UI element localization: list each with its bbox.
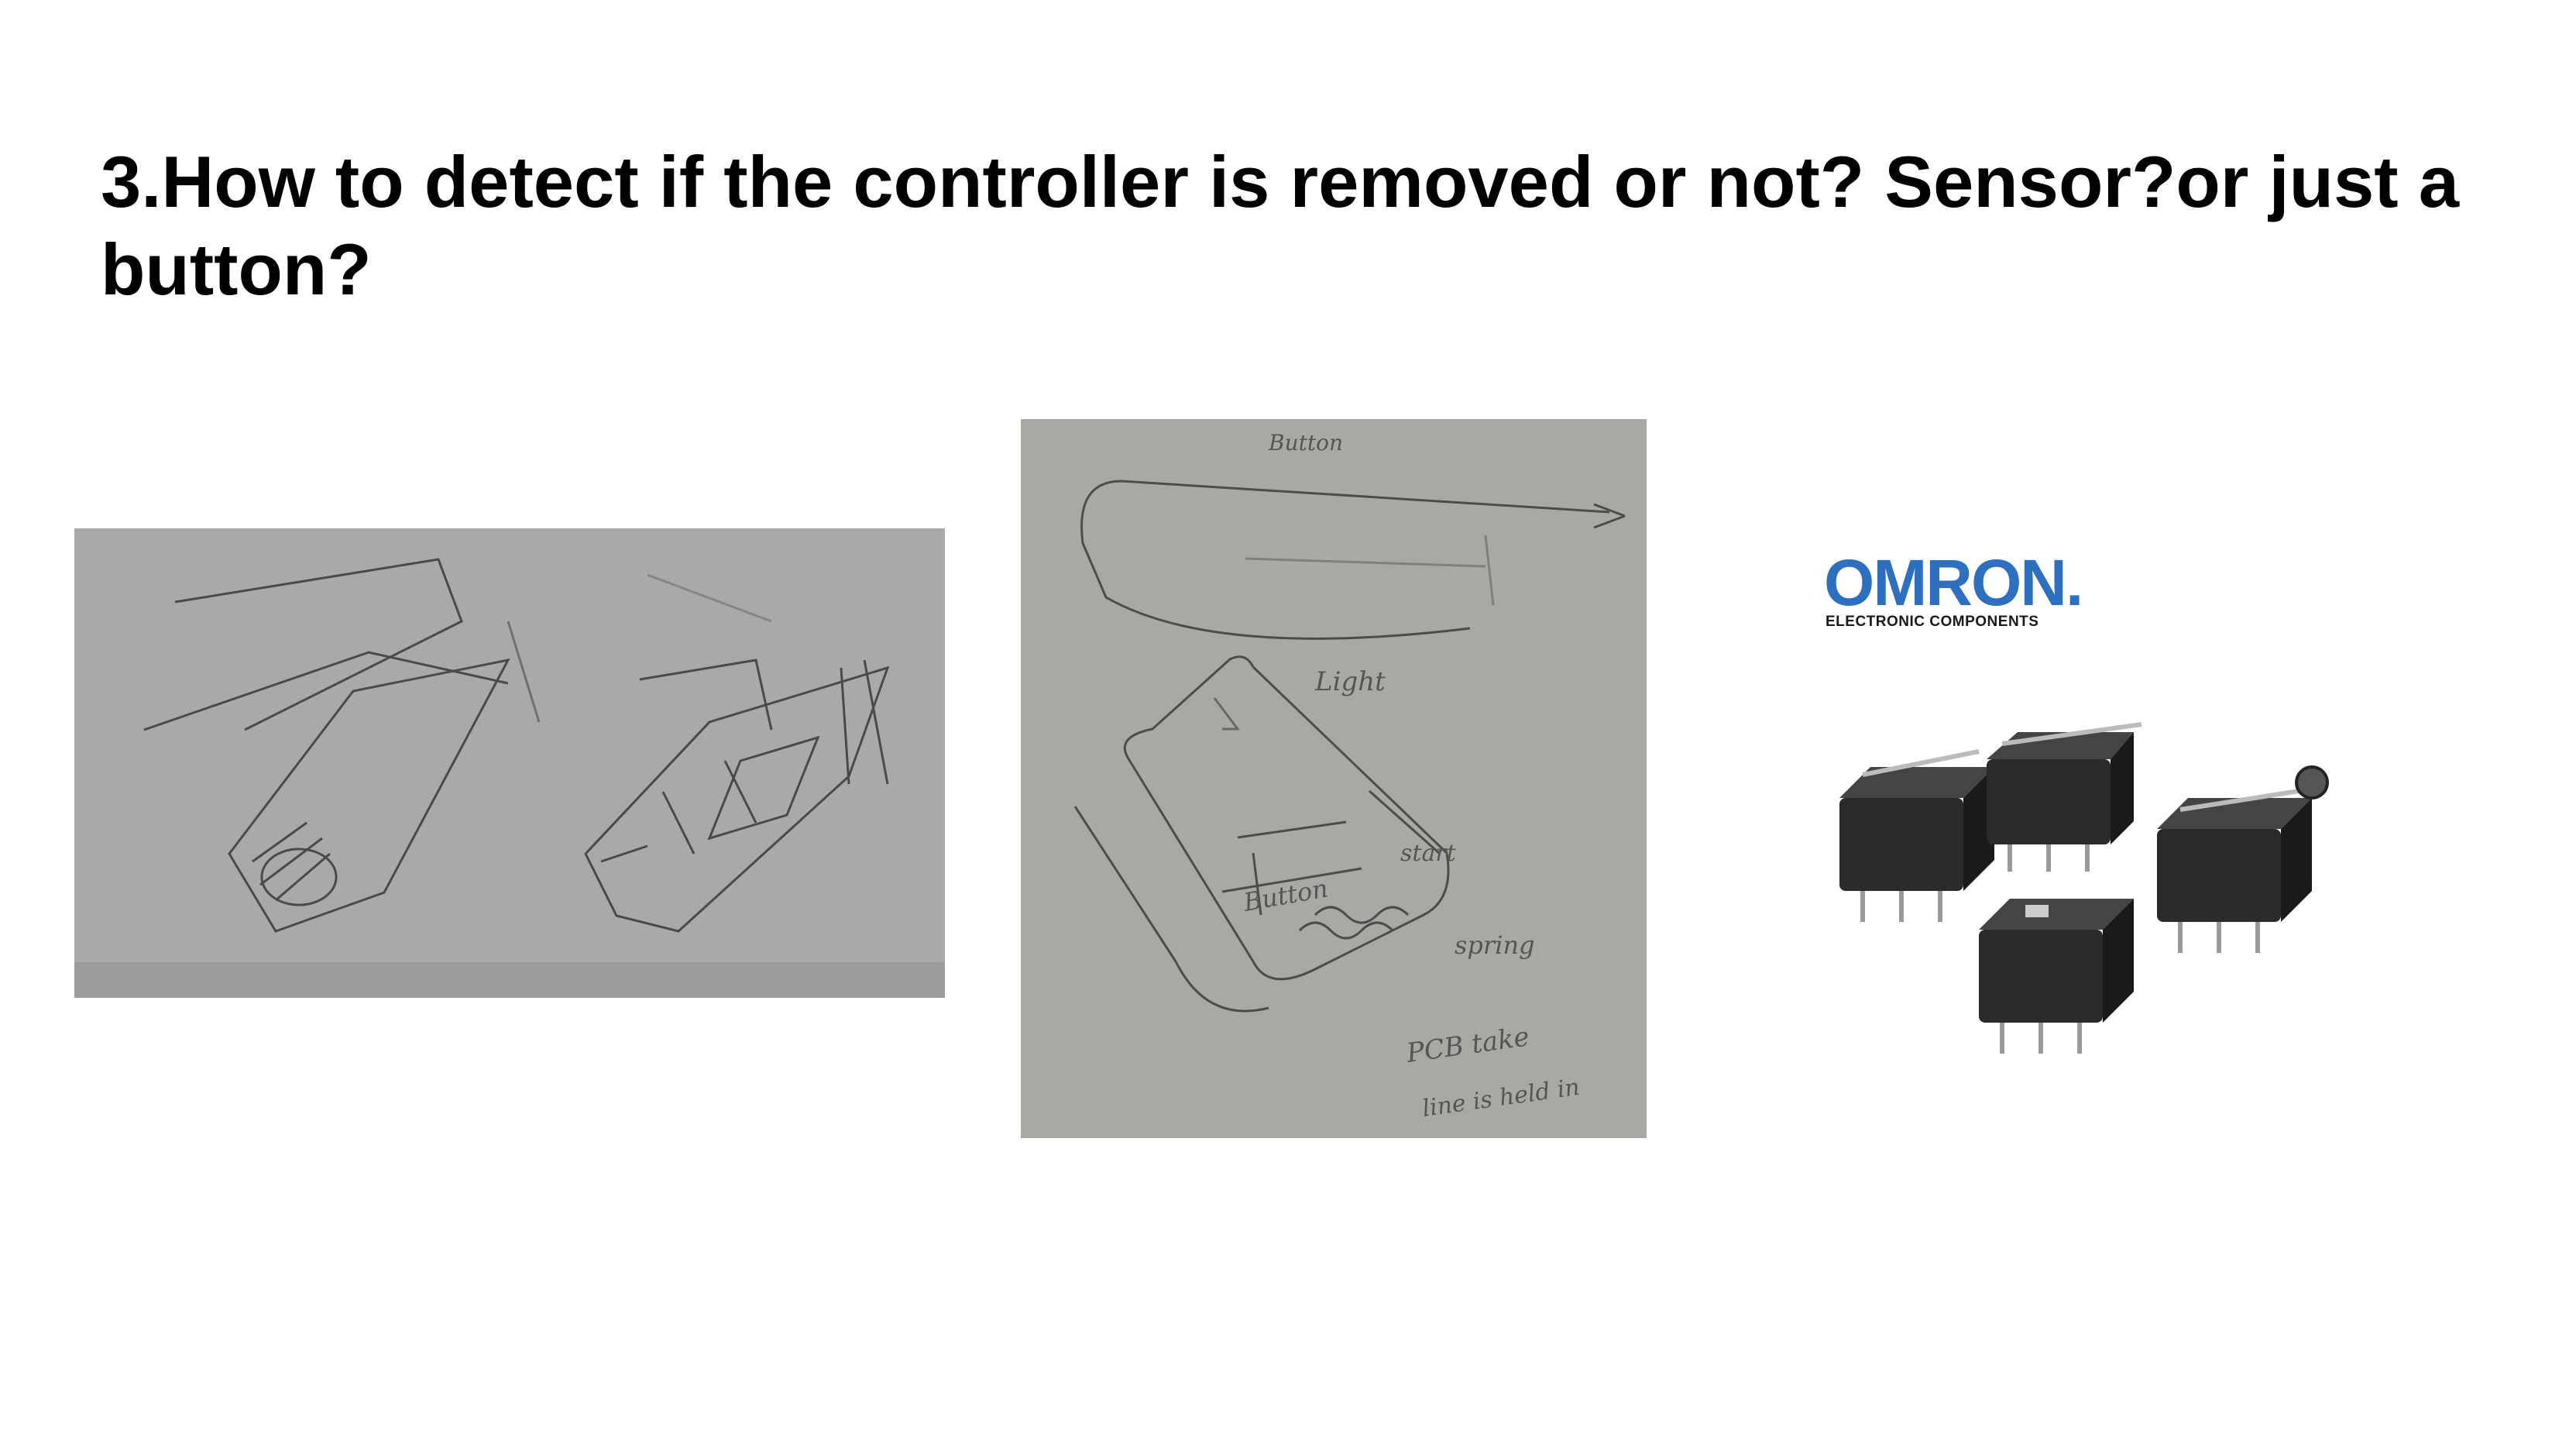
- slide-title: 3.How to detect if the controller is rem…: [101, 141, 2459, 310]
- annotation-button-top: Button: [1268, 430, 1343, 456]
- annotation-start: start: [1400, 840, 1457, 867]
- microswitch-icon: [1987, 722, 2142, 872]
- sketch-photo-left: [74, 528, 945, 998]
- microswitch-icon: [2157, 765, 2329, 953]
- sketch-photo-middle: Button Light Button start spring PCB tak…: [1021, 419, 1647, 1138]
- annotation-light: Light: [1314, 666, 1386, 697]
- pencil-sketch-controller-drawing: [74, 528, 945, 998]
- pencil-sketch-button-mechanism: Button Light Button start spring PCB tak…: [1021, 419, 1647, 1138]
- annotation-spring: spring: [1455, 930, 1535, 960]
- microswitch-icon: [1979, 899, 2134, 1054]
- microswitch-group-picture: [1839, 722, 2329, 1054]
- omron-product-image: OMRON. ELECTRONIC COMPONENTS: [1793, 527, 2389, 1054]
- omron-logo-subtext: ELECTRONIC COMPONENTS: [1826, 614, 2039, 630]
- omron-logo: OMRON.: [1824, 546, 2083, 619]
- microswitch-icon: [1839, 749, 1994, 922]
